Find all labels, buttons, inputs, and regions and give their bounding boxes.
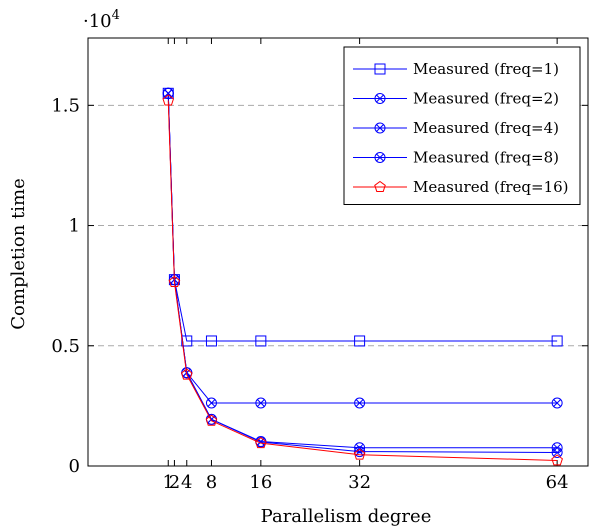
data-point	[181, 335, 193, 347]
legend: Measured (freq=1) Measured (freq=2) Measur…	[343, 46, 581, 205]
data-point	[180, 368, 193, 380]
data-point	[255, 437, 267, 449]
legend-marker	[374, 152, 386, 163]
y-tick-label: 1	[69, 216, 80, 237]
data-point	[162, 87, 174, 99]
data-point	[354, 397, 366, 409]
legend-entry: Measured (freq=16)	[353, 178, 569, 196]
series-5	[162, 94, 563, 466]
legend-label: Measured (freq=1)	[413, 60, 559, 78]
data-point	[205, 335, 217, 347]
legend-marker	[374, 63, 386, 75]
x-tick-label: 16	[249, 472, 272, 493]
data-point	[205, 397, 217, 409]
legend-entry: Measured (freq=8)	[353, 149, 559, 167]
x-tick-label: 32	[348, 472, 371, 493]
legend-label: Measured (freq=2)	[413, 90, 559, 108]
legend-entry: Measured (freq=1)	[353, 60, 559, 78]
y-tick-label: 0.5	[51, 336, 80, 357]
x-tick-label: 64	[546, 472, 569, 493]
data-point	[551, 397, 563, 409]
legend-label: Measured (freq=16)	[413, 178, 569, 196]
legend-entry: Measured (freq=2)	[353, 90, 559, 108]
data-point	[162, 94, 175, 106]
data-point	[354, 442, 366, 454]
series-line	[167, 100, 558, 461]
data-point	[205, 414, 218, 426]
axis-ticks	[88, 38, 588, 467]
y-axis-title: Completion time	[8, 178, 29, 329]
y-tick-label: 0	[69, 456, 80, 477]
data-point	[551, 335, 563, 347]
y-scale-label: ·104	[83, 8, 120, 32]
x-tick-label: 1	[163, 472, 174, 493]
legend-label: Measured (freq=8)	[413, 149, 559, 167]
legend-frame	[343, 46, 581, 205]
data-point	[168, 275, 181, 288]
x-axis-title: Parallelism degree	[261, 506, 432, 527]
series-layer	[162, 87, 563, 466]
legend-label: Measured (freq=4)	[413, 119, 559, 137]
x-tick-label: 8	[206, 472, 217, 493]
tick-labels: 00.511.512 4 8 16 32 64	[51, 95, 568, 493]
legend-marker	[374, 122, 386, 134]
data-point	[255, 335, 267, 347]
y-scale-exponent: 4	[112, 8, 120, 23]
legend-marker	[374, 93, 386, 104]
y-tick-label: 1.5	[51, 95, 80, 116]
data-point	[354, 335, 366, 347]
data-point	[551, 454, 563, 466]
data-point	[255, 397, 267, 409]
plot-frame	[87, 37, 589, 467]
data-point	[551, 447, 563, 459]
x-tick-label: 4	[181, 472, 192, 493]
x-tick-label: 2	[169, 472, 180, 493]
legend-entry: Measured (freq=4)	[353, 119, 559, 137]
legend-marker	[374, 180, 386, 192]
data-point	[353, 448, 366, 460]
